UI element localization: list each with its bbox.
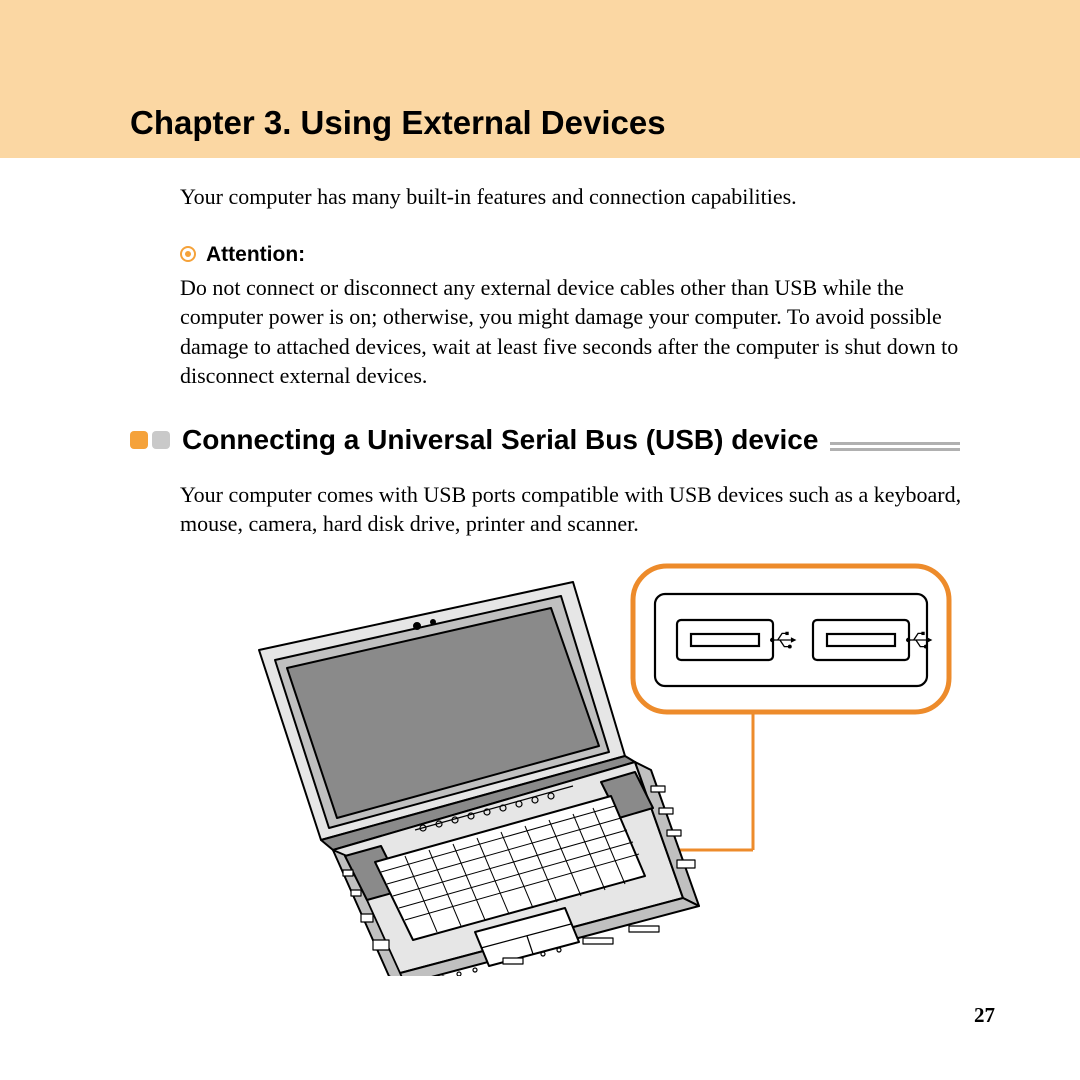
section-marker-gray-icon	[152, 431, 170, 449]
page-number: 27	[974, 1003, 995, 1028]
heading-dash-icon	[830, 442, 960, 445]
figure-laptop-usb	[183, 560, 963, 976]
manual-page: Chapter 3. Using External Devices Your c…	[0, 0, 1080, 1080]
section-title: Connecting a Universal Serial Bus (USB) …	[182, 424, 818, 456]
callout-usb-ports-icon	[633, 566, 949, 712]
section-heading: Connecting a Universal Serial Bus (USB) …	[130, 424, 960, 456]
section-body: Your computer comes with USB ports compa…	[180, 480, 970, 539]
intro-text: Your computer has many built-in features…	[180, 182, 950, 212]
attention-body: Do not connect or disconnect any externa…	[180, 273, 970, 390]
section-marker-orange-icon	[130, 431, 148, 449]
attention-bullet-icon	[180, 246, 196, 262]
chapter-title: Chapter 3. Using External Devices	[130, 104, 666, 142]
attention-label: Attention:	[206, 243, 305, 267]
